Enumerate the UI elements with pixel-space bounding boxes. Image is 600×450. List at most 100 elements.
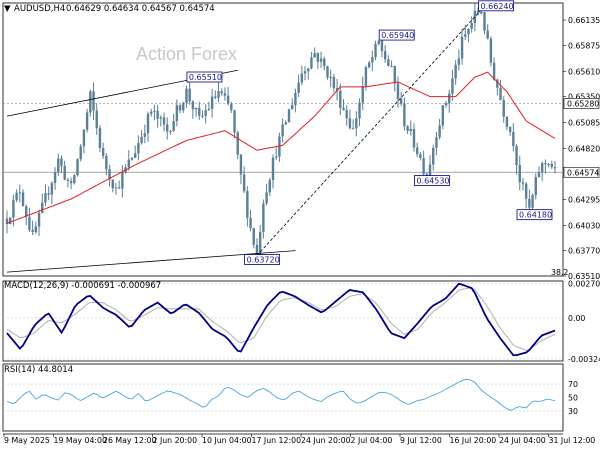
candle-body [319,58,323,62]
candle-body [502,100,505,117]
price-level-box [563,166,600,178]
candle-body [540,163,544,173]
grid-lines [3,103,563,412]
candle-body [37,212,41,227]
candle-body [377,40,380,44]
candle-body [268,180,271,193]
candle-body [130,157,134,160]
candle-body [383,51,387,60]
candle-body [287,109,291,123]
candle-body [515,146,518,166]
candle-body [313,53,316,58]
candle-body [133,153,137,158]
candle-body [162,117,166,125]
candle-body [41,202,44,213]
price-annotation-label: 0.64180 [519,211,552,220]
price-annotation-label: 0.63720 [247,256,280,265]
candle-body [435,137,438,148]
candle-body [239,154,243,175]
candle-body [246,191,249,218]
candle-body [393,66,396,84]
candle-body [220,91,223,94]
candle-body [326,66,329,78]
dropdown-triangle-icon[interactable]: ▼ [4,4,11,14]
candle-body [419,154,422,158]
candle-body [223,93,227,96]
candle-body [547,163,550,165]
price-annotation-label: 0.65510 [189,73,222,82]
candle-body [188,88,191,102]
candle-body [172,120,175,132]
candle-body [73,175,76,184]
candle-body [323,58,326,67]
candle-body [230,103,233,111]
candle-body [531,194,534,208]
macd-tick-label: 0.002702 [568,280,600,289]
candle-body [194,107,198,110]
axes: 0.66135 0.65875 0.65610 0.65350 0.65085 0.648… [3,16,600,445]
price-level-label: 0.65280 [567,99,599,108]
macd-line [6,282,556,357]
time-tick-label: 24 Jul 04:00 [499,436,546,445]
candle-body [226,95,230,104]
candle-body [258,231,262,255]
candle-body [108,169,111,180]
candle-body [214,96,217,98]
candle-body [483,12,486,31]
candle-body [473,10,477,24]
panel-frames [2,2,564,435]
candle-body [438,125,441,138]
price-annotation-label: 0.65940 [381,31,414,40]
price-annotation-box [478,0,514,12]
price-tick-label: 0.63510 [568,272,600,281]
candle-body [406,126,409,132]
candle-body [150,111,153,114]
candle-body [85,112,89,130]
candle-body [178,105,182,111]
candle-body [307,68,310,72]
candle-body [367,62,371,68]
price-annotation-box [516,209,553,221]
candle-body [111,179,114,189]
candle-body [355,118,358,129]
candle-body [470,23,473,29]
candle-body [521,182,525,184]
rsi-panel [6,378,556,411]
candle-body [60,158,63,166]
candle-body [278,136,281,157]
watermark: Action Forex [136,44,237,64]
candle-body [146,113,150,134]
candle-body [15,192,18,201]
candle-body [460,36,464,59]
time-tick-label: 2 Jul 04:00 [351,436,393,445]
candle-body [262,203,265,232]
price-frame [2,2,564,277]
time-tick-label: 26 May 12:00 [103,436,157,445]
candle-body [428,164,432,180]
candle-body [486,30,489,39]
candle-body [233,110,236,133]
time-tick-label: 16 Jul 20:00 [450,436,497,445]
time-tick-label: 31 Jul 12:00 [549,436,596,445]
price-tick-label: 0.63770 [568,247,600,256]
candle-body [236,132,239,155]
candle-body [374,43,377,57]
candle-body [143,133,147,137]
candle-body [252,228,255,245]
price-tick-label: 0.65350 [568,93,600,102]
candle-body [44,193,47,203]
candle-body [31,229,34,233]
candle-body [98,128,102,149]
candle-body [9,217,12,224]
rsi-tick-label: 30 [568,407,578,416]
candle-body [66,179,70,181]
candle-body [185,88,188,103]
time-tick-label: 24 Jun 20:00 [301,436,351,445]
price-level-label: 0.64574 [567,168,599,177]
price-panel: 0.65510 0.63720 0.65940 0.66240 0.64530 0.641… [5,0,557,273]
candle-body [451,78,454,94]
candle-body [441,105,445,126]
rsi-tick-label: 50 [568,394,578,403]
candle-body [351,128,355,130]
candle-body [50,182,54,195]
